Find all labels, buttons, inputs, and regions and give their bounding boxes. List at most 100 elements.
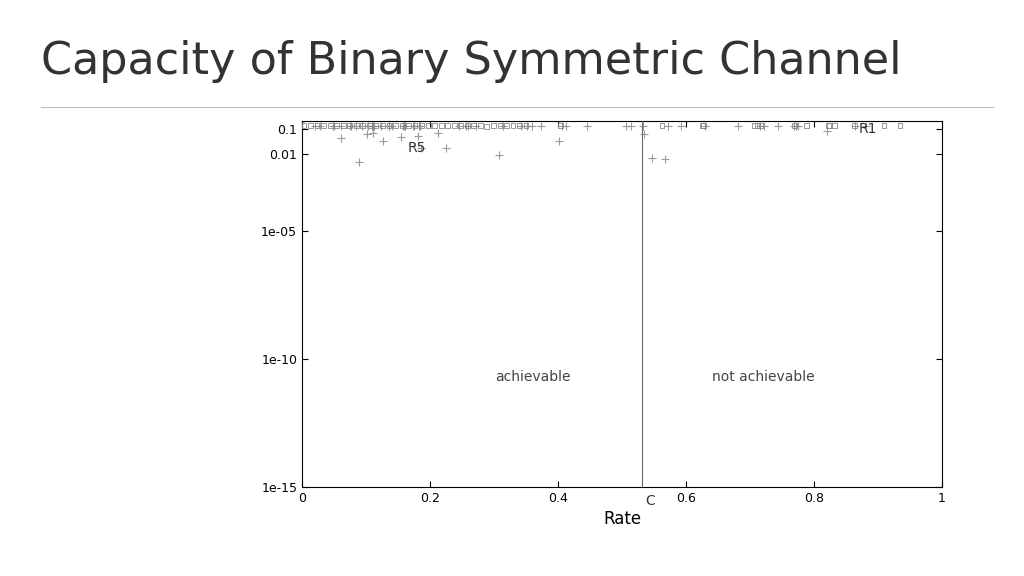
Point <box>820 121 837 130</box>
Point <box>847 121 863 130</box>
Point <box>524 121 541 130</box>
Text: R5: R5 <box>408 141 426 155</box>
Point <box>395 121 412 130</box>
Point <box>770 121 786 130</box>
Point <box>426 121 442 130</box>
Point <box>342 121 358 130</box>
Point <box>396 121 413 130</box>
Point <box>412 121 428 130</box>
Point <box>430 128 446 138</box>
X-axis label: Rate: Rate <box>603 510 641 528</box>
Point <box>375 137 391 146</box>
Point <box>373 121 389 130</box>
Point <box>729 121 745 130</box>
Point <box>342 121 358 130</box>
Point <box>393 132 410 141</box>
Point <box>459 121 475 130</box>
Point <box>381 121 397 130</box>
Point <box>446 121 463 130</box>
Point <box>311 121 328 130</box>
Point <box>387 121 403 130</box>
Point <box>411 121 427 130</box>
Point <box>366 121 382 130</box>
Point <box>787 121 804 130</box>
Point <box>453 121 469 130</box>
Point <box>348 121 365 130</box>
Point <box>478 122 495 131</box>
Point <box>653 121 670 130</box>
Point <box>414 121 430 130</box>
Point <box>365 128 381 138</box>
Point <box>644 153 660 162</box>
Text: achievable: achievable <box>495 370 570 384</box>
Point <box>696 121 713 130</box>
Text: Capacity of Binary Symmetric Channel: Capacity of Binary Symmetric Channel <box>41 40 901 84</box>
Point <box>396 121 413 130</box>
Point <box>518 121 535 130</box>
Point <box>466 121 482 130</box>
Point <box>335 121 351 130</box>
Point <box>394 121 411 130</box>
Point <box>368 121 384 130</box>
Point <box>657 155 674 164</box>
Point <box>451 121 467 130</box>
Point <box>358 129 375 138</box>
Point <box>407 121 423 130</box>
Point <box>439 121 456 130</box>
Point <box>490 150 507 160</box>
Point <box>695 121 712 130</box>
Point <box>799 121 815 130</box>
Point <box>361 121 378 130</box>
Point <box>876 121 892 130</box>
Point <box>623 121 639 130</box>
Point <box>343 121 359 130</box>
Point <box>847 121 863 130</box>
Point <box>348 121 365 130</box>
Point <box>636 129 652 138</box>
Point <box>551 137 567 146</box>
Point <box>396 121 413 130</box>
Point <box>411 121 427 130</box>
Point <box>354 121 371 130</box>
Point <box>309 121 326 130</box>
Point <box>790 121 806 130</box>
Point <box>468 121 484 130</box>
Point <box>333 134 349 143</box>
Point <box>858 121 874 130</box>
Point <box>404 122 421 131</box>
Point <box>322 121 338 130</box>
Point <box>472 121 488 130</box>
Point <box>364 121 380 130</box>
Point <box>366 121 382 130</box>
Text: C: C <box>645 494 655 509</box>
Point <box>512 121 528 130</box>
Point <box>635 121 651 130</box>
Point <box>420 121 436 130</box>
Point <box>660 121 677 130</box>
Point <box>400 121 417 130</box>
Point <box>819 126 836 135</box>
Point <box>745 121 762 130</box>
Point <box>364 121 380 130</box>
Point <box>752 121 768 130</box>
Point <box>785 121 802 130</box>
Point <box>351 157 368 166</box>
Point <box>460 121 476 130</box>
Point <box>325 121 341 130</box>
Point <box>492 121 508 130</box>
Point <box>381 121 397 130</box>
Text: 20: 20 <box>981 547 998 561</box>
Point <box>384 121 400 130</box>
Point <box>756 121 772 130</box>
Point <box>296 121 312 130</box>
Point <box>433 121 450 130</box>
Point <box>892 121 908 130</box>
Point <box>552 121 568 130</box>
Point <box>580 121 596 130</box>
Point <box>381 121 397 130</box>
Point <box>326 121 342 130</box>
Point <box>554 121 570 130</box>
Point <box>354 121 371 130</box>
Point <box>438 143 455 152</box>
Point <box>532 121 549 130</box>
